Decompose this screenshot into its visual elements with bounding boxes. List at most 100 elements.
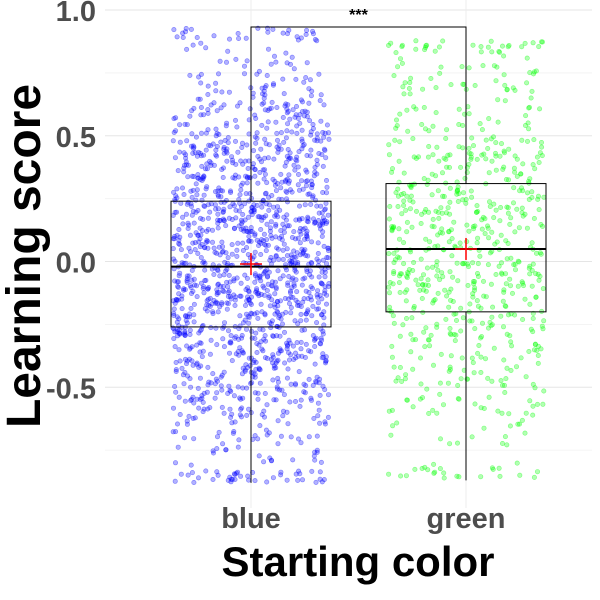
data-point-blue [191,174,197,180]
data-point-blue [269,283,275,289]
data-point-green [441,470,447,476]
data-point-blue [278,316,284,322]
data-point-green [453,332,459,338]
data-point-green [393,50,399,56]
data-point-blue [194,294,200,300]
data-point-blue [305,191,311,197]
data-point-blue [295,353,301,359]
data-point-blue [311,453,317,459]
data-point-green [504,365,510,371]
data-point-blue [316,380,322,386]
data-point-blue [244,385,250,391]
data-point-blue [238,158,244,164]
data-point-green [488,281,494,287]
data-point-green [419,295,425,301]
data-point-blue [268,61,274,67]
data-point-blue [203,468,209,474]
data-point-blue [271,363,277,369]
data-point-blue [292,381,298,387]
data-point-green [480,63,486,69]
data-point-blue [223,148,229,154]
data-point-green [429,171,435,177]
data-point-green [522,296,528,302]
data-point-blue [301,381,307,387]
data-point-green [446,289,452,295]
data-point-blue [207,209,213,215]
data-point-blue [324,122,330,128]
mean-markers [240,237,477,276]
data-point-blue [311,415,317,421]
data-point-blue [283,179,289,185]
data-point-blue [234,470,240,476]
data-point-blue [261,459,267,465]
data-point-blue [293,157,299,163]
data-point-blue [179,306,185,312]
data-point-blue [285,296,291,302]
data-point-blue [193,197,199,203]
data-point-blue [174,232,180,238]
data-point-blue [171,306,177,312]
data-point-green [516,225,522,231]
data-point-green [439,210,445,216]
data-point-green [425,282,431,288]
data-point-blue [290,343,296,349]
data-point-blue [266,207,272,213]
data-point-blue [205,110,211,116]
data-point-blue [258,252,264,258]
data-point-blue [286,357,292,363]
data-point-blue [235,30,241,36]
data-point-blue [180,214,186,220]
data-point-blue [203,166,209,172]
data-point-green [463,200,469,206]
data-point-green [470,291,476,297]
data-point-blue [234,124,240,130]
data-point-blue [256,214,262,220]
data-point-blue [256,365,262,371]
data-point-blue [182,287,188,293]
data-point-blue [211,162,217,168]
data-point-green [420,86,426,92]
data-point-blue [224,146,230,152]
data-point-blue [307,153,313,159]
data-point-blue [184,343,190,349]
data-point-blue [287,399,293,405]
data-point-blue [252,134,258,140]
data-point-blue [183,29,189,35]
data-point-blue [205,296,211,302]
data-point-blue [221,102,227,108]
data-point-blue [215,434,221,440]
data-point-green [399,42,405,48]
data-point-blue [226,89,232,95]
data-point-green [472,285,478,291]
data-point-green [451,331,457,337]
data-point-blue [232,419,238,425]
data-point-blue [301,113,307,119]
data-point-blue [179,260,185,266]
data-point-green [445,380,451,386]
data-point-green [493,140,499,146]
data-point-blue [273,254,279,260]
data-point-blue [205,364,211,370]
data-point-blue [292,114,298,120]
data-point-blue [214,300,220,306]
data-point-blue [287,288,293,294]
data-point-green [460,81,466,87]
data-point-blue [285,108,291,114]
data-point-blue [193,230,199,236]
data-point-blue [233,207,239,213]
data-point-blue [304,233,310,239]
data-point-blue [300,186,306,192]
data-point-blue [281,214,287,220]
data-point-blue [266,202,272,208]
data-point-green [437,277,443,283]
data-point-green [522,430,528,436]
data-point-blue [236,223,242,229]
data-point-green [403,372,409,378]
data-point-blue [192,415,198,421]
data-point-blue [246,314,252,320]
data-point-blue [232,297,238,303]
data-point-blue [254,203,260,209]
data-point-blue [272,182,278,188]
data-point-blue [185,174,191,180]
